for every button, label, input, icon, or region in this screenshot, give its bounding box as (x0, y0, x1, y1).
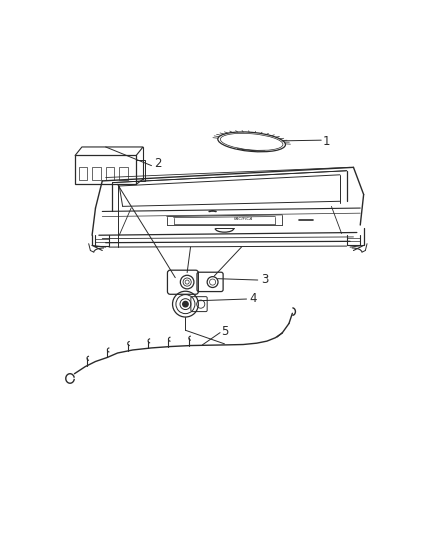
Circle shape (183, 302, 188, 307)
Bar (119, 167, 128, 180)
Bar (75, 156, 136, 184)
Text: 2: 2 (155, 157, 162, 171)
Bar (136, 160, 145, 181)
Text: 3: 3 (261, 273, 269, 286)
Bar (92, 167, 101, 180)
Text: 5: 5 (221, 326, 228, 338)
Bar (106, 167, 114, 180)
Bar (78, 167, 87, 180)
Text: 4: 4 (250, 292, 257, 304)
Text: 1: 1 (322, 135, 330, 148)
Text: PACIFICA: PACIFICA (233, 217, 253, 221)
